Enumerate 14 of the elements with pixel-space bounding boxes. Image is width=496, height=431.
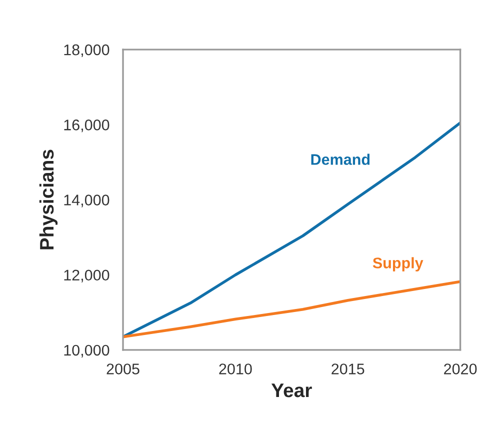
series-label: Demand	[311, 154, 370, 165]
x-tick-label: 2005	[106, 364, 140, 374]
x-tick-label: 2020	[444, 364, 477, 374]
y-tick-label: 16,000	[64, 120, 110, 132]
x-tick-label: 2015	[332, 364, 364, 374]
line-series	[123, 280, 460, 338]
y-tick-label: 12,000	[64, 270, 110, 282]
series-label: Supply	[372, 257, 424, 272]
y-axis-title: Physicians	[39, 150, 58, 250]
x-tick-label: 2010	[219, 364, 252, 374]
x-axis-title: Year	[271, 384, 312, 398]
y-tick-label: 18,000	[64, 44, 110, 58]
y-tick-label: 10,000	[64, 344, 110, 358]
y-tick-label: 14,000	[64, 194, 110, 208]
